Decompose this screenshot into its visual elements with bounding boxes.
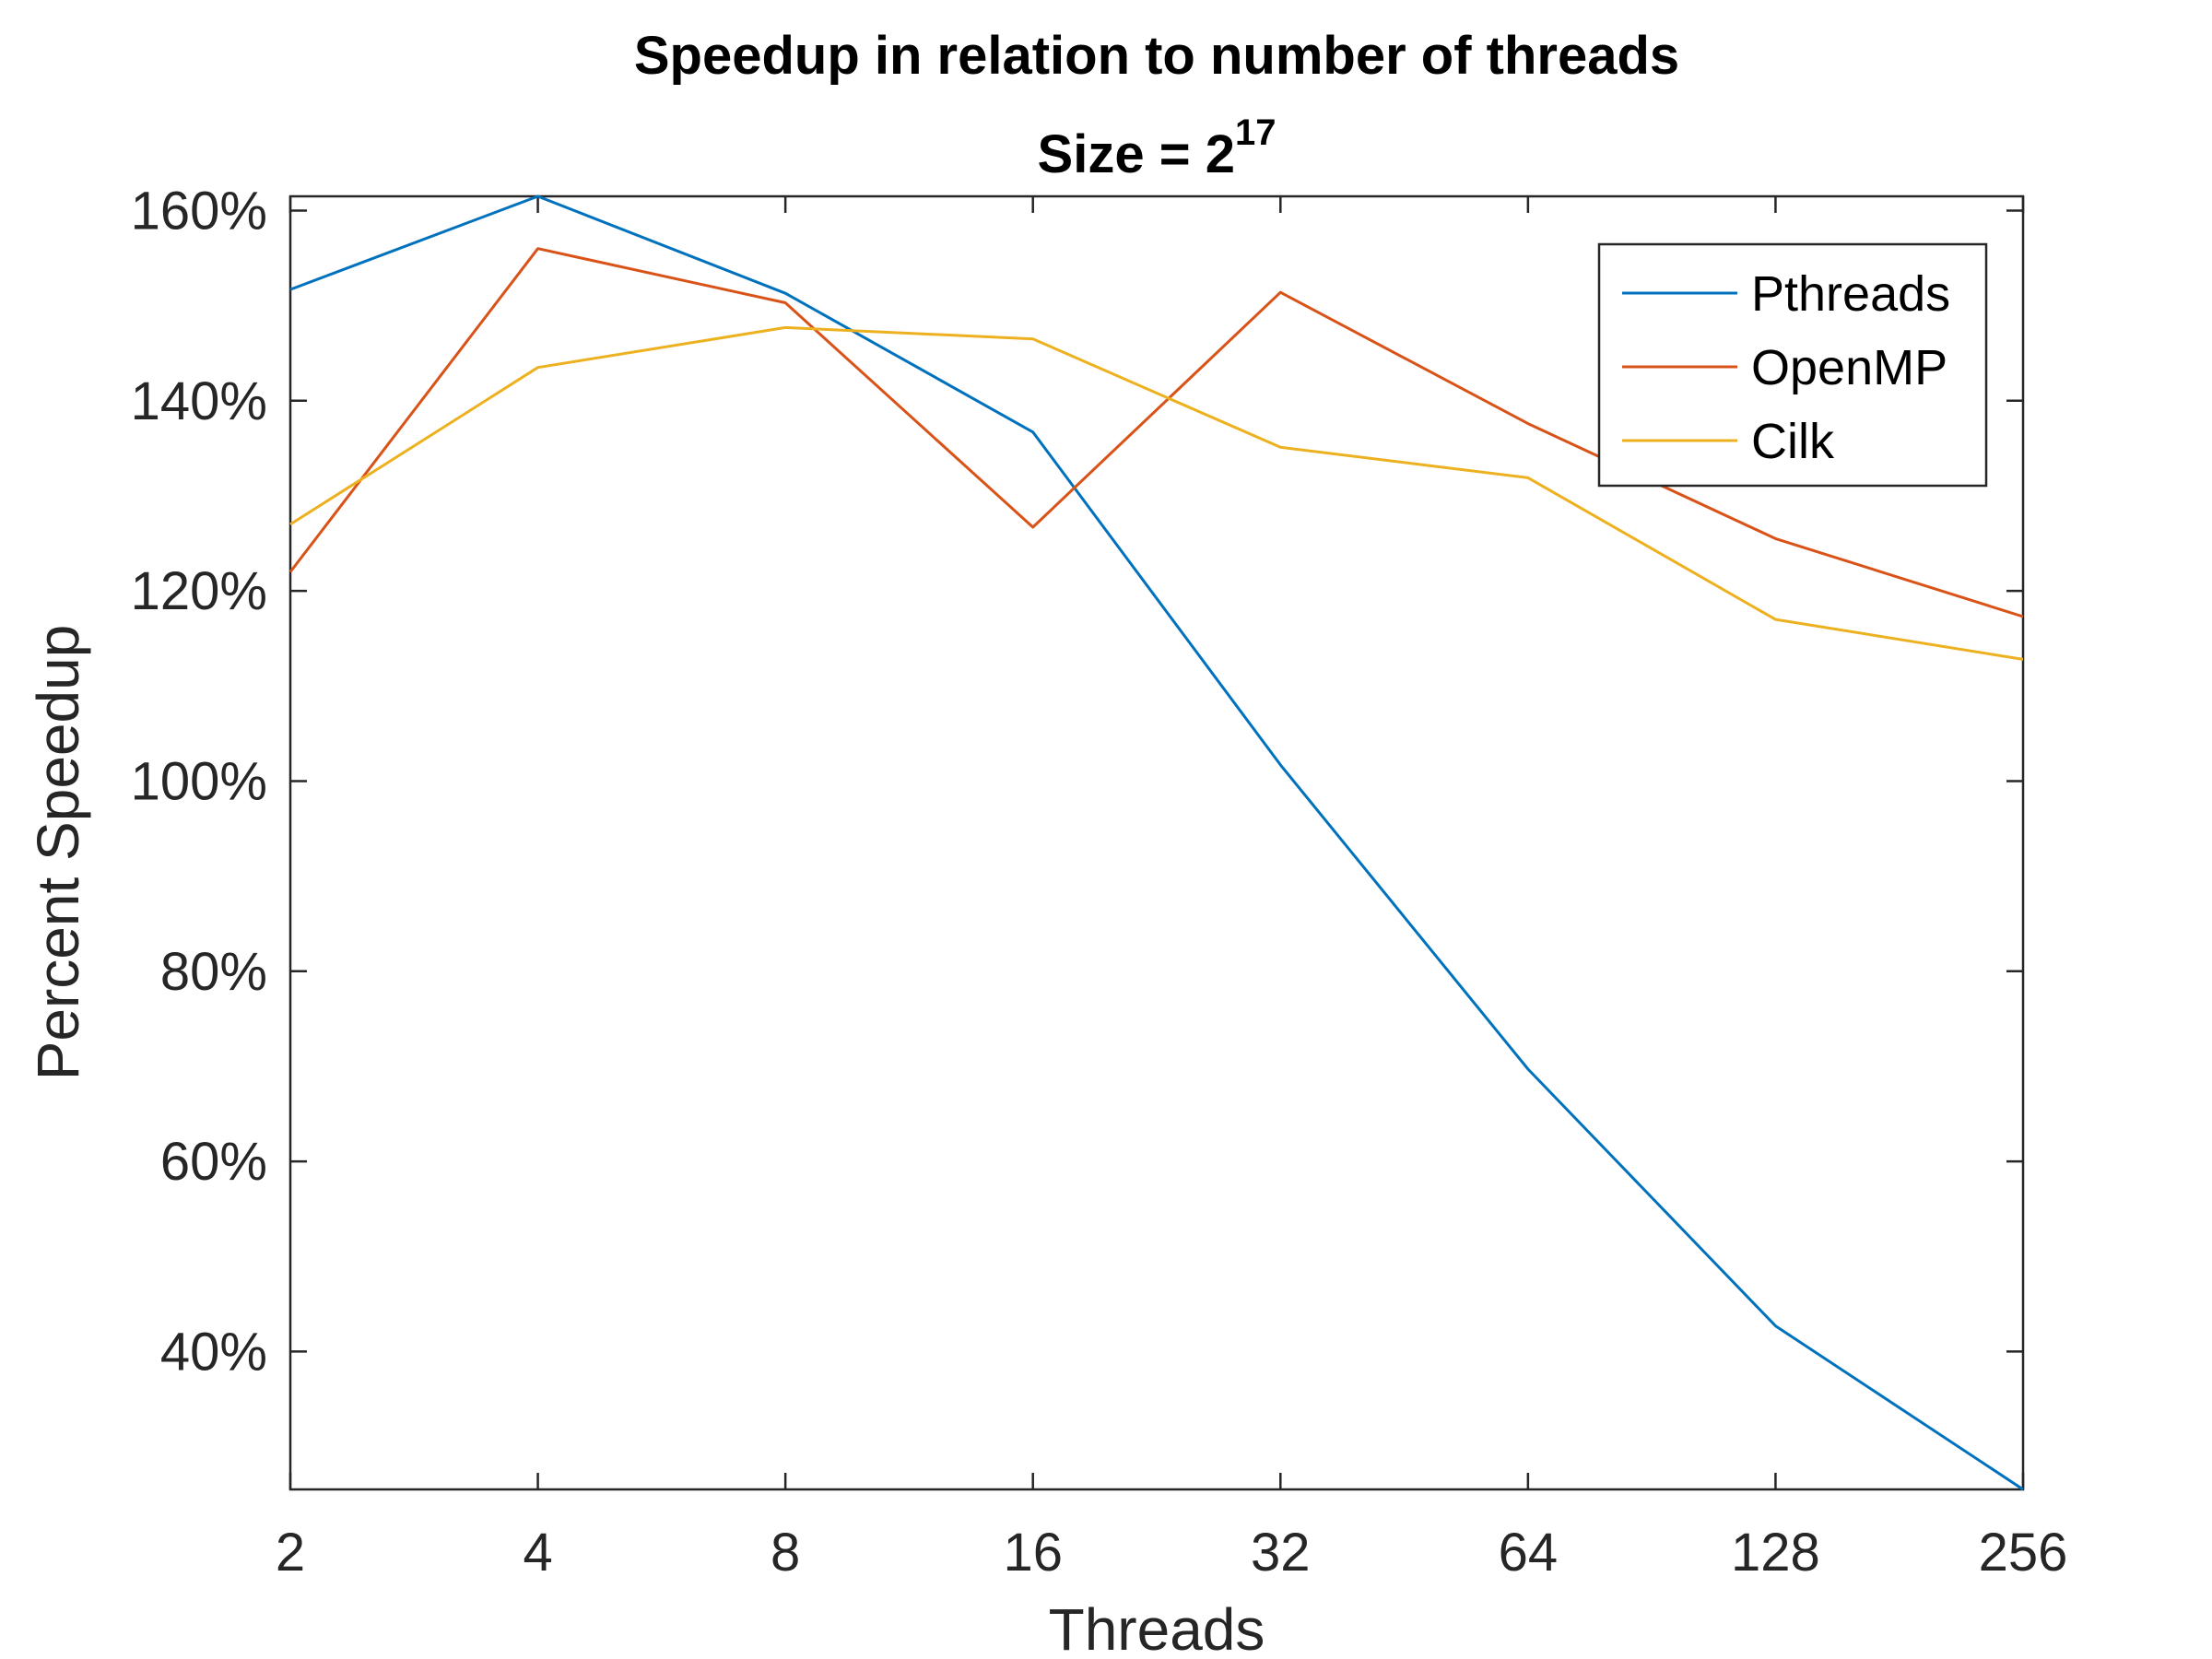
plot-frame <box>288 194 2025 1491</box>
legend-box <box>1597 242 1988 488</box>
y-tick-label: 160% <box>131 181 267 241</box>
legend-label-pthreads: Pthreads <box>1751 266 1950 322</box>
legend: Pthreads OpenMP Cilk <box>1597 242 1988 488</box>
y-tick-label: 40% <box>160 1322 267 1382</box>
x-axis-label: Threads <box>1049 1596 1265 1659</box>
y-tick-label: 140% <box>131 371 267 431</box>
chart-title: Speedup in relation to number of threads <box>634 26 1679 86</box>
plot-area: 2 4 8 16 32 64 128 256 40% 60% 80% 100% 120% 140% 160% <box>131 181 2068 1583</box>
y-tick-label: 100% <box>131 751 267 811</box>
y-tick-label: 120% <box>131 561 267 621</box>
series-line-cilk <box>289 325 2024 661</box>
chart-subtitle-exponent: 17 <box>1235 112 1277 153</box>
x-tick-label: 2 <box>276 1523 305 1583</box>
x-tick-label: 128 <box>1731 1523 1820 1583</box>
legend-label-openmp: OpenMP <box>1751 340 1947 395</box>
x-tick-label: 32 <box>1251 1523 1311 1583</box>
x-tick-label: 4 <box>523 1523 552 1583</box>
series-line-pthreads <box>289 194 2024 1491</box>
chart-subtitle-base: Size = 2 <box>1038 124 1235 184</box>
legend-label-cilk: Cilk <box>1751 414 1835 469</box>
y-tick-label: 80% <box>160 942 267 1002</box>
series-line-openmp <box>288 247 2024 618</box>
x-tick-label: 8 <box>771 1523 800 1583</box>
x-tick-label: 64 <box>1499 1523 1559 1583</box>
x-tick-label: 256 <box>1979 1523 2068 1583</box>
y-tick-label: 60% <box>160 1132 267 1192</box>
chart-subtitle: Size = 217 <box>1038 112 1277 184</box>
y-axis-label: Percent Speedup <box>25 625 91 1081</box>
x-tick-label: 16 <box>1003 1523 1063 1583</box>
